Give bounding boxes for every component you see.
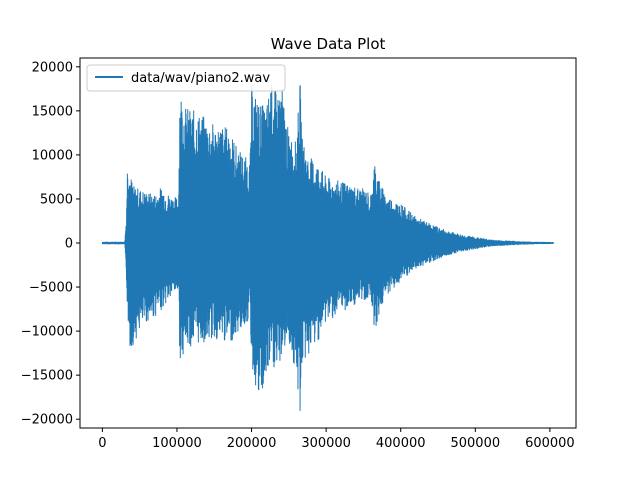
x-tick-label: 0 <box>98 436 106 451</box>
x-tick-label: 600000 <box>525 436 575 451</box>
legend-label: data/wav/piano2.wav <box>131 71 270 86</box>
legend-box <box>86 64 286 92</box>
x-tick-label: 100000 <box>152 436 202 451</box>
y-axis: −20000 −15000 −10000 −5000 0 5000 10000 15000 20… <box>21 60 80 428</box>
y-tick-label: −20000 <box>21 413 73 428</box>
y-tick-label: −5000 <box>29 281 73 296</box>
x-tick-label: 200000 <box>227 436 277 451</box>
legend: data/wav/piano2.wav <box>86 64 286 92</box>
wave-line <box>101 85 555 411</box>
x-tick-label: 300000 <box>301 436 351 451</box>
x-tick-label: 500000 <box>450 436 500 451</box>
x-tick-label: 400000 <box>376 436 426 451</box>
y-tick-label: 20000 <box>32 60 73 75</box>
wave-series <box>101 85 555 411</box>
y-tick-label: 0 <box>65 237 73 252</box>
y-tick-label: −15000 <box>21 369 73 384</box>
y-tick-label: 15000 <box>32 104 73 119</box>
y-tick-label: 5000 <box>40 192 73 207</box>
chart-title: Wave Data Plot <box>271 35 386 53</box>
y-tick-label: 10000 <box>32 148 73 163</box>
x-axis: 0 100000 200000 300000 400000 500000 600000 <box>98 428 575 451</box>
y-tick-label: −10000 <box>21 325 73 340</box>
